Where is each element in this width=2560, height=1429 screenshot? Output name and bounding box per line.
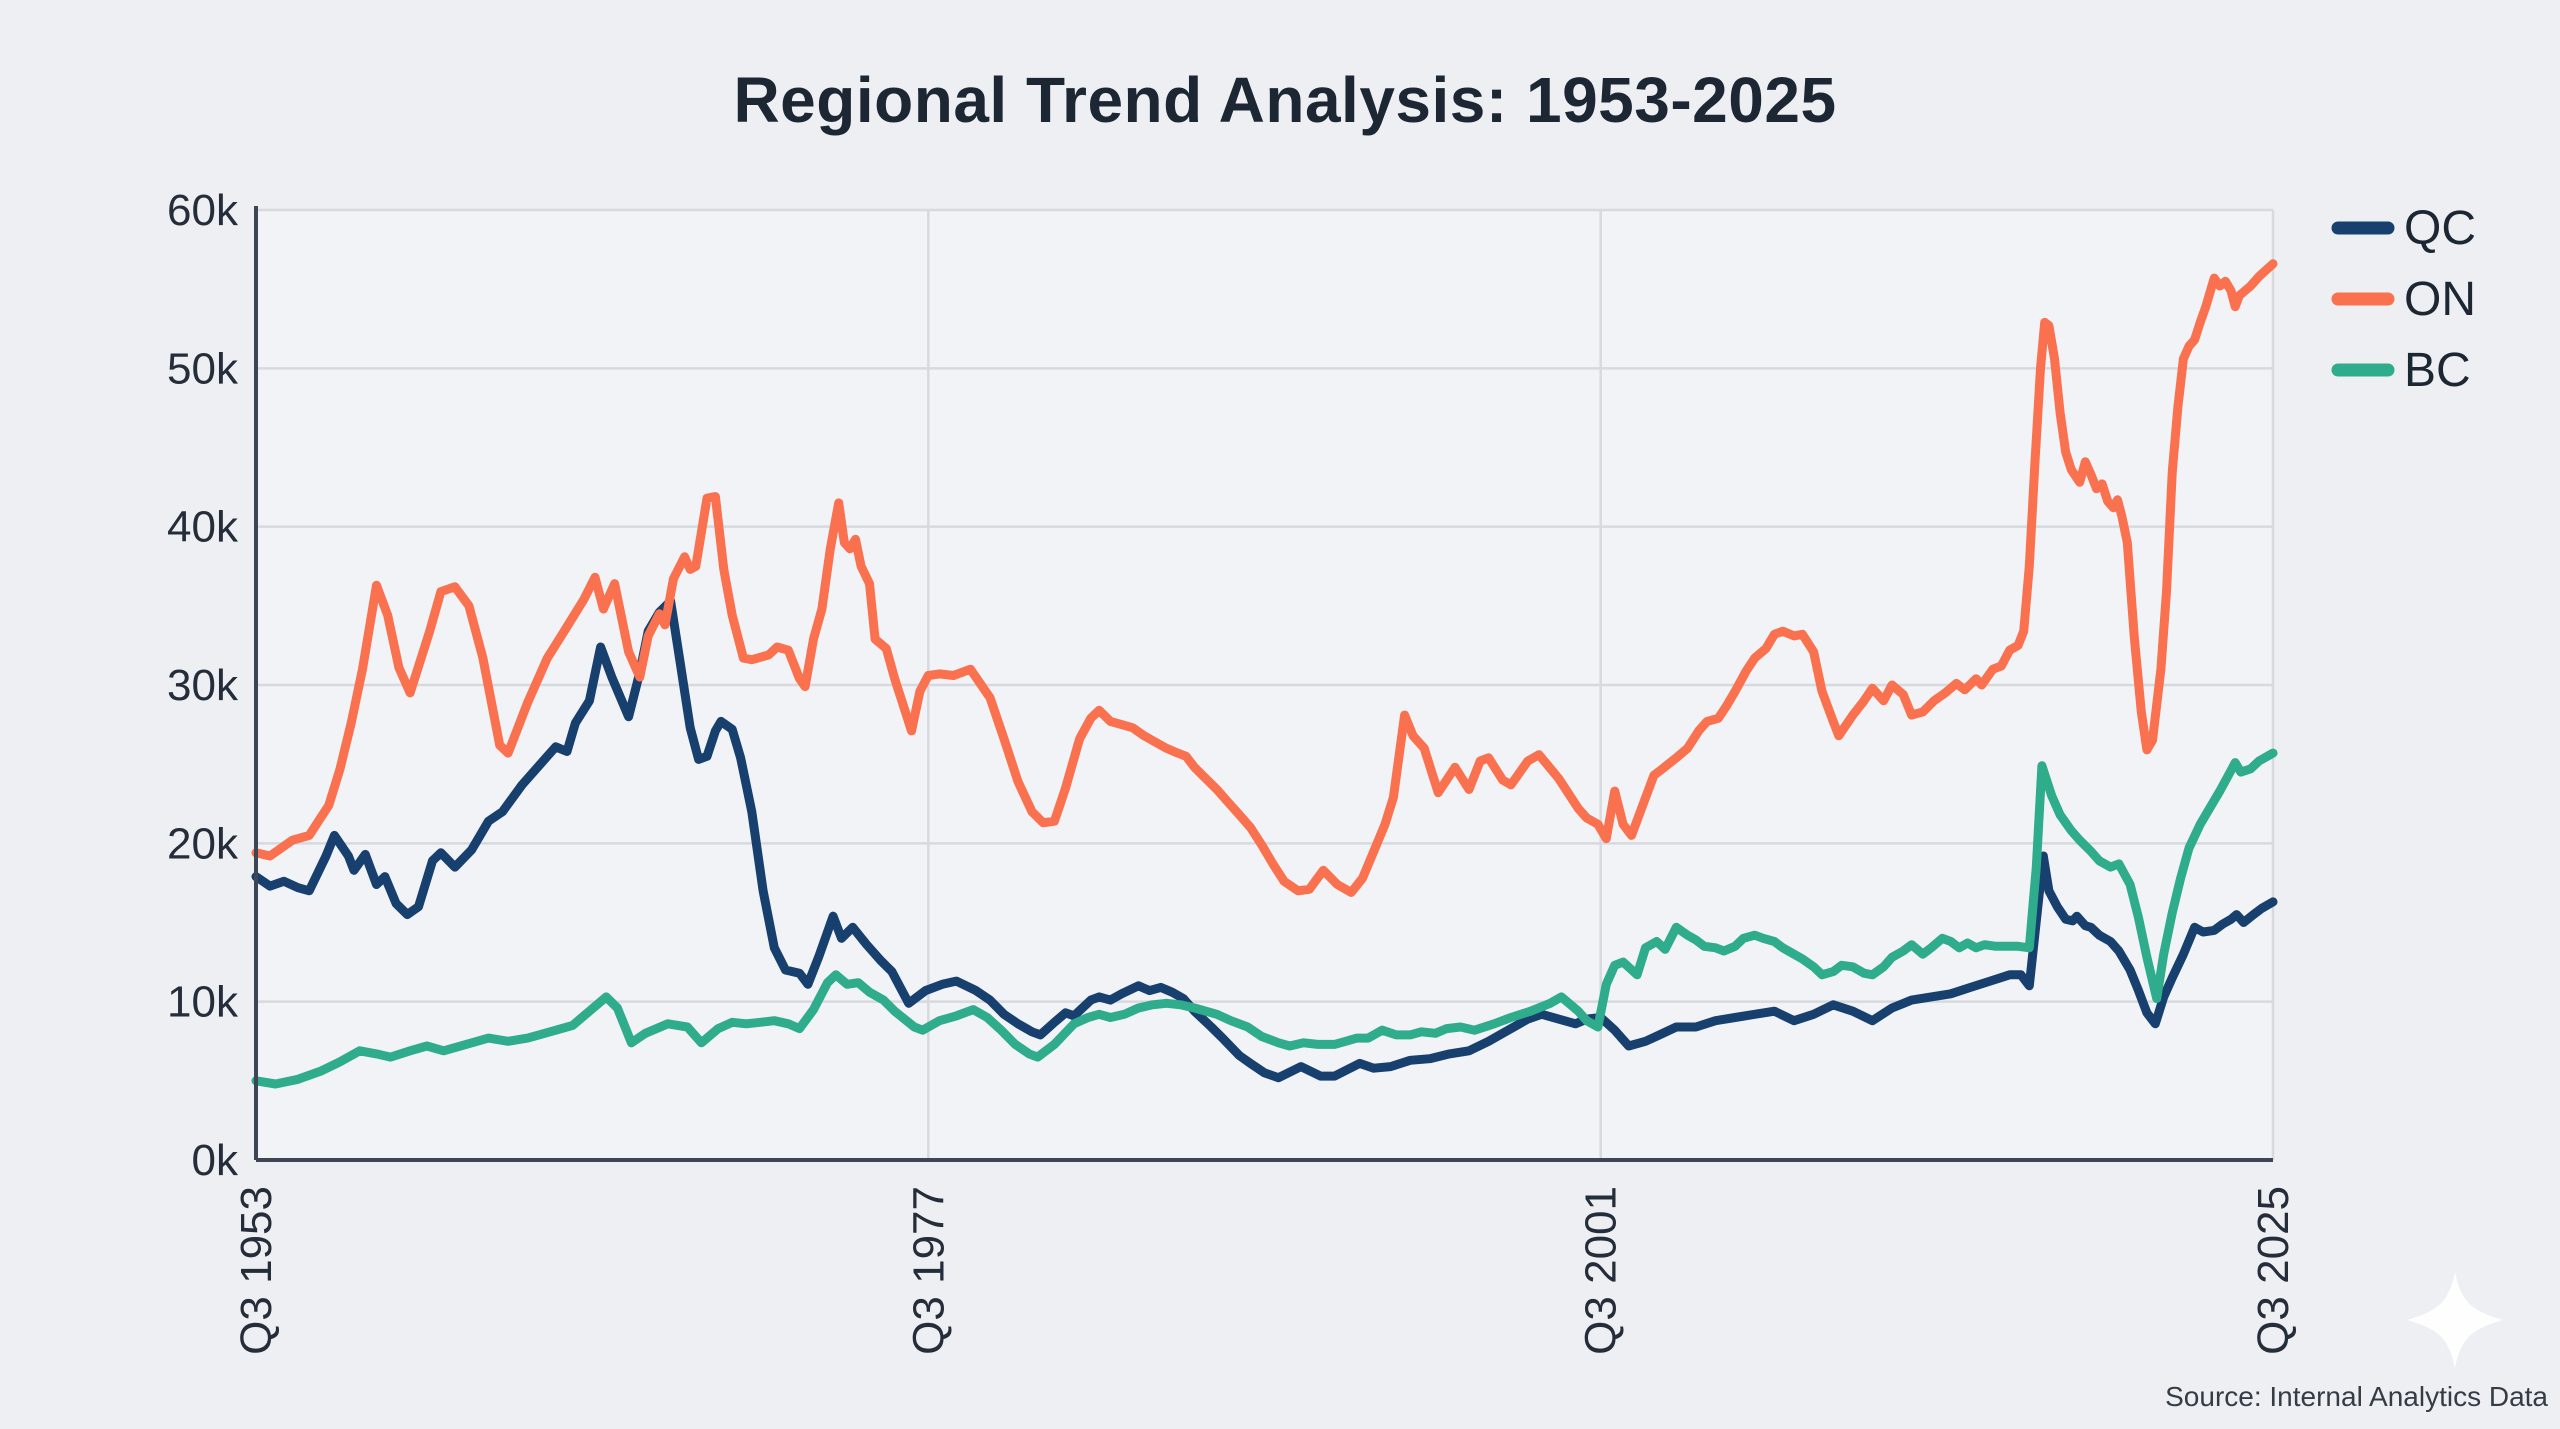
chart-legend: QC ON BC [2331, 202, 2476, 397]
x-tick-label: Q3 1953 [232, 1186, 281, 1355]
y-tick-label: 10k [167, 978, 239, 1027]
legend-label: ON [2404, 273, 2476, 326]
y-tick-label: 60k [167, 186, 239, 235]
legend-item-bc: BC [2331, 344, 2471, 397]
y-tick-label: 50k [167, 344, 239, 393]
axis-spines [254, 206, 2273, 1162]
series-line-bc [251, 748, 2278, 1089]
x-tick-label: Q3 2025 [2249, 1186, 2298, 1355]
y-axis-labels: 0k 10k 20k 30k 40k 50k 60k [167, 186, 239, 1185]
legend-label: BC [2404, 344, 2471, 397]
source-attribution: Source: Internal Analytics Data [2165, 1381, 2548, 1412]
x-tick-label: Q3 2001 [1577, 1186, 1626, 1355]
legend-item-qc: QC [2331, 202, 2476, 255]
legend-label: QC [2404, 202, 2476, 255]
y-tick-label: 20k [167, 819, 239, 868]
series-line-on [251, 259, 2278, 897]
data-series [251, 259, 2278, 1089]
y-tick-label: 40k [167, 503, 239, 552]
legend-item-on: ON [2331, 273, 2476, 326]
x-tick-label: Q3 1977 [904, 1186, 953, 1355]
y-tick-label: 30k [167, 661, 239, 710]
x-axis-labels: Q3 1953 Q3 1977 Q3 2001 Q3 2025 [232, 1186, 2298, 1355]
sparkle-watermark-icon [2407, 1272, 2503, 1368]
chart-title: Regional Trend Analysis: 1953-2025 [733, 64, 1836, 136]
y-tick-label: 0k [192, 1136, 239, 1185]
